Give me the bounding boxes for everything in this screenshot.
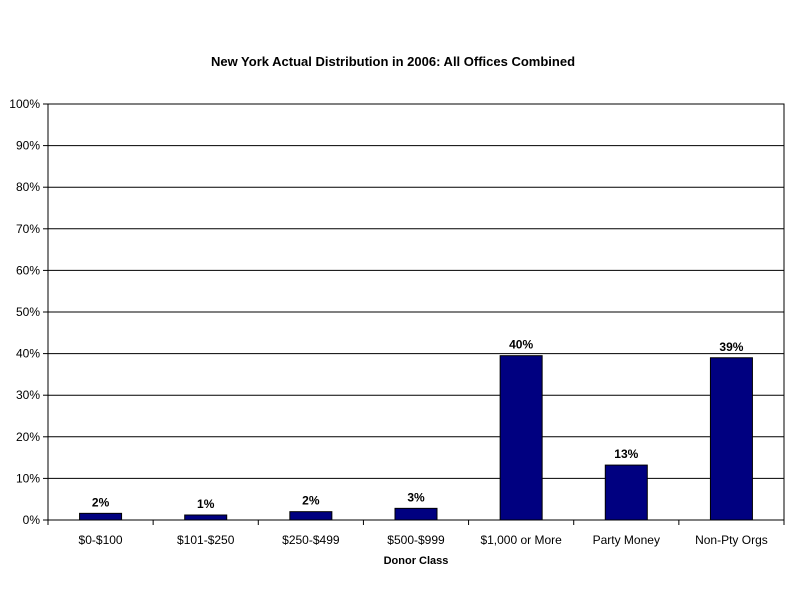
bar [289, 511, 333, 521]
bar [394, 507, 438, 521]
x-axis: $0-$100 $101-$250 $250-$499 $500-$999 $1,000… [47, 520, 785, 547]
y-tick-label: 50% [16, 305, 40, 319]
data-label: 3% [407, 490, 425, 504]
x-axis-title: Donor Class [384, 555, 449, 567]
y-tick-label: 100% [9, 97, 40, 111]
y-axis: 0% 10% 20% 30% 40% 50% 60% 70% 80% 90% 100% [9, 97, 48, 527]
y-tick-label: 0% [23, 513, 41, 527]
bar [604, 464, 648, 521]
y-tick-label: 30% [16, 388, 40, 402]
x-tick-label: Non-Pty Orgs [695, 533, 768, 547]
data-label: 13% [614, 447, 638, 461]
bars [79, 355, 753, 521]
bar [79, 512, 123, 521]
gridlines [48, 145, 784, 479]
x-tick-label: $101-$250 [177, 533, 235, 547]
y-tick-label: 20% [16, 430, 40, 444]
y-tick-label: 70% [16, 222, 40, 236]
data-label: 1% [197, 497, 215, 511]
bar [709, 357, 753, 521]
x-tick-label: $500-$999 [387, 533, 445, 547]
bar [499, 355, 543, 521]
y-tick-label: 90% [16, 139, 40, 153]
chart-title: New York Actual Distribution in 2006: Al… [211, 54, 575, 69]
data-label: 2% [302, 494, 320, 508]
x-tick-label: Party Money [593, 533, 660, 547]
bar [184, 514, 228, 521]
y-tick-label: 80% [16, 180, 40, 194]
x-tick-label: $1,000 or More [480, 533, 562, 547]
data-label: 39% [719, 340, 743, 354]
x-tick-label: $250-$499 [282, 533, 340, 547]
y-tick-label: 10% [16, 471, 40, 485]
data-labels: 2% 1% 2% 3% 40% 13% 39% [92, 338, 744, 511]
x-tick-label: $0-$100 [79, 533, 123, 547]
data-label: 2% [92, 495, 110, 509]
y-tick-label: 40% [16, 347, 40, 361]
y-tick-label: 60% [16, 263, 40, 277]
data-label: 40% [509, 338, 533, 352]
